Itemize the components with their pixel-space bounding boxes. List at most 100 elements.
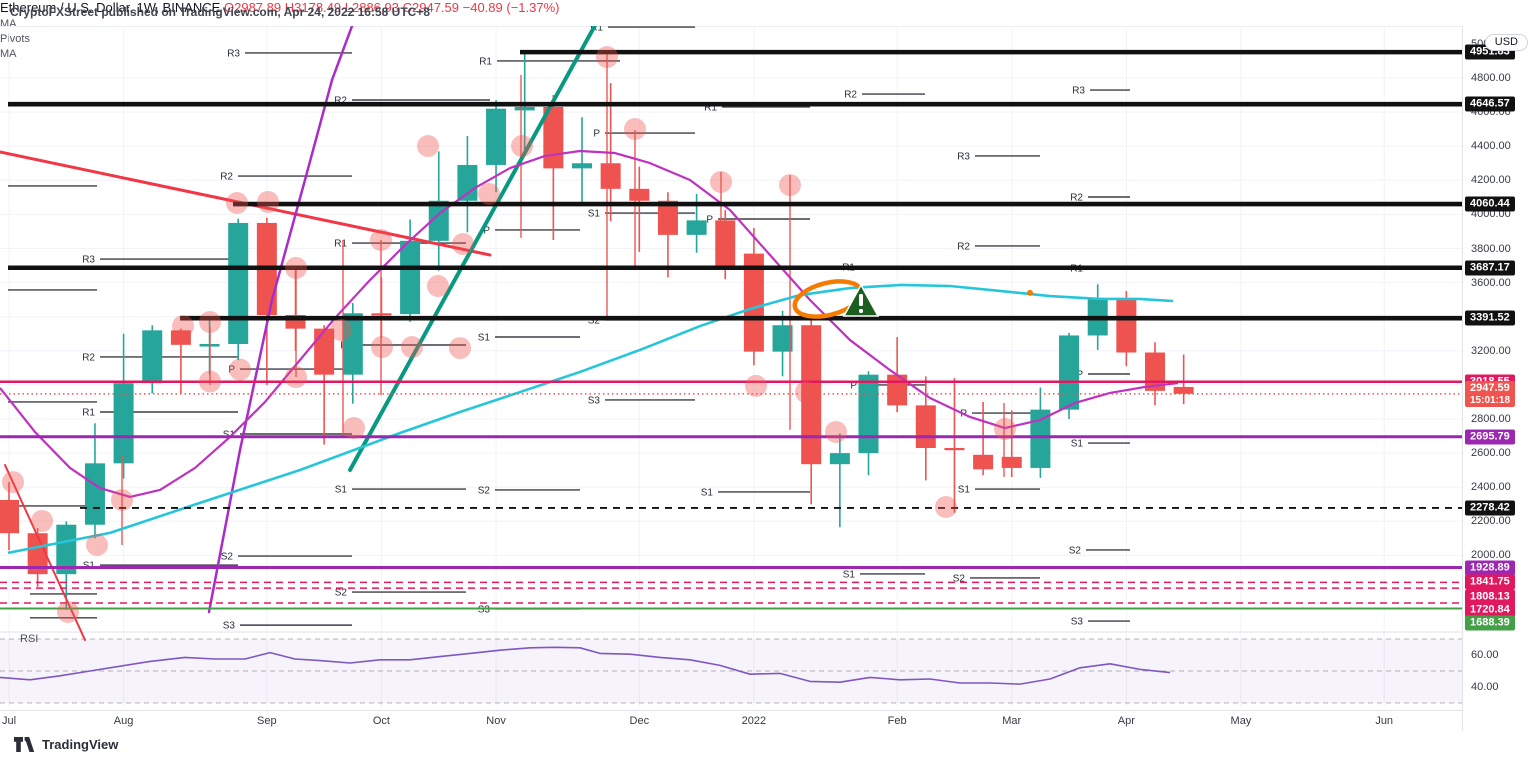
svg-text:R3: R3 [82,255,95,266]
svg-text:R3: R3 [227,48,240,59]
price-level-label: 4060.44 [1465,196,1515,212]
svg-text:P: P [593,129,600,140]
svg-text:P: P [1076,369,1083,380]
rsi-tick: 40.00 [1471,681,1499,693]
svg-text:R2: R2 [844,90,857,101]
svg-text:S1: S1 [335,485,348,496]
time-axis-label: Jul [1,715,17,727]
low-value: 2886.93 [351,0,399,15]
time-axis-label: Sep [257,715,277,727]
chart-frame-border [0,26,1536,27]
svg-text:S1: S1 [958,485,971,496]
price-tick: 4400.00 [1471,140,1511,153]
price-level-label: 3391.52 [1465,310,1515,326]
close-value: 2947.59 [412,0,459,15]
svg-text:R3: R3 [957,151,970,162]
price-level-label: 3687.17 [1465,260,1515,276]
svg-text:S2: S2 [1069,545,1082,556]
price-tick: 2400.00 [1471,481,1511,494]
tradingview-logo[interactable]: TradingView [14,737,118,752]
price-tick: 2800.00 [1471,413,1511,425]
svg-text:R2: R2 [1070,193,1083,204]
tradingview-logo-text: TradingView [42,737,119,752]
price-level-label: 1688.39 [1465,615,1515,631]
svg-text:P: P [483,225,490,236]
price-tick: 2000.00 [1471,549,1511,562]
time-axis-label: Nov [486,715,506,727]
svg-text:R3: R3 [1072,86,1085,97]
svg-text:S3: S3 [1071,617,1084,628]
time-axis[interactable]: Jul Aug Sep Oct Nov Dec 2022 Feb Mar Apr May Jun [0,710,1462,732]
price-tick: 4200.00 [1471,174,1511,187]
svg-text:S3: S3 [478,604,491,615]
time-axis-label: Aug [113,715,134,727]
svg-text:S2: S2 [221,552,234,563]
time-axis-label: Apr [1117,715,1135,727]
svg-text:S3: S3 [223,621,236,632]
svg-text:R2: R2 [957,241,970,252]
symbol-title[interactable]: Ethereum / U.S. Dollar, 1W, BINANCE [0,0,221,15]
svg-text:S1: S1 [223,430,236,441]
price-level-label: 1808.13 [1465,589,1515,605]
price-tick: 4800.00 [1471,72,1511,84]
price-level-label: 2695.79 [1465,429,1515,445]
price-level-label: 2278.42 [1465,500,1515,516]
close-label: C [402,0,412,15]
svg-text:S2: S2 [335,588,348,599]
high-value: 3178.49 [294,0,342,15]
indicator-pivots[interactable]: Pivots [0,33,30,45]
svg-text:S1: S1 [701,487,714,498]
svg-text:R2: R2 [82,352,95,363]
svg-text:R1: R1 [334,239,347,250]
time-axis-label: Jun [1375,715,1394,727]
open-value: 2987.89 [234,0,282,15]
indicator-ma-2[interactable]: MA [0,48,17,60]
price-tick: 3800.00 [1471,242,1511,255]
time-axis-label: Oct [372,715,390,727]
svg-text:R1: R1 [479,56,492,67]
svg-text:P: P [706,215,713,226]
chart-legend[interactable]: Ethereum / U.S. Dollar, 1W, BINANCE O298… [0,0,1536,60]
time-axis-label: Feb [887,715,907,727]
svg-text:R1: R1 [82,408,95,419]
svg-text:S2: S2 [953,573,966,584]
attribution-text: CryptoFXStreet published on TradingView.… [10,5,431,19]
tradingview-logo-icon [14,737,35,752]
price-level-label: 1928.89 [1465,560,1515,576]
open-label: O [223,0,235,15]
svg-text:S2: S2 [588,315,601,326]
time-axis-label: 2022 [741,715,767,727]
orange-dot-marker [1027,289,1033,296]
svg-text:S1: S1 [843,569,856,580]
change-value: −40.89 (−1.37%) [462,0,560,15]
price-axis[interactable]: 5000.004800.004600.004400.004200.004000.… [1462,26,1536,731]
price-tick: 2200.00 [1471,515,1511,528]
low-label: L [344,0,352,15]
price-level-label: 1841.75 [1465,574,1515,590]
svg-text:R2: R2 [334,95,347,106]
time-axis-label: May [1230,715,1252,727]
svg-text:S1: S1 [1071,439,1084,450]
currency-toggle-button[interactable]: USD [1484,34,1528,51]
svg-text:S1: S1 [588,209,601,220]
svg-text:P: P [228,365,235,376]
svg-text:R1: R1 [704,102,717,113]
price-tick: 2600.00 [1471,447,1511,460]
rsi-indicator-label[interactable]: RSI [20,633,39,645]
svg-text:P: P [850,380,857,391]
svg-text:S1: S1 [478,332,491,343]
svg-text:S3: S3 [588,395,601,406]
svg-text:S2: S2 [478,485,491,496]
rsi-tick: 60.00 [1471,649,1499,661]
high-label: H [284,0,295,15]
indicator-ma-1[interactable]: MA [0,18,17,30]
price-tick: 3600.00 [1471,276,1511,289]
current-price-label: 2947.59 15:01:18 [1465,380,1516,407]
series-title-row[interactable]: Ethereum / U.S. Dollar, 1W, BINANCE O298… [0,0,1536,15]
price-level-label: 1720.84 [1465,602,1515,618]
price-tick: 3200.00 [1471,344,1511,357]
time-axis-label: Dec [629,715,650,727]
price-level-label: 4646.57 [1465,96,1515,112]
